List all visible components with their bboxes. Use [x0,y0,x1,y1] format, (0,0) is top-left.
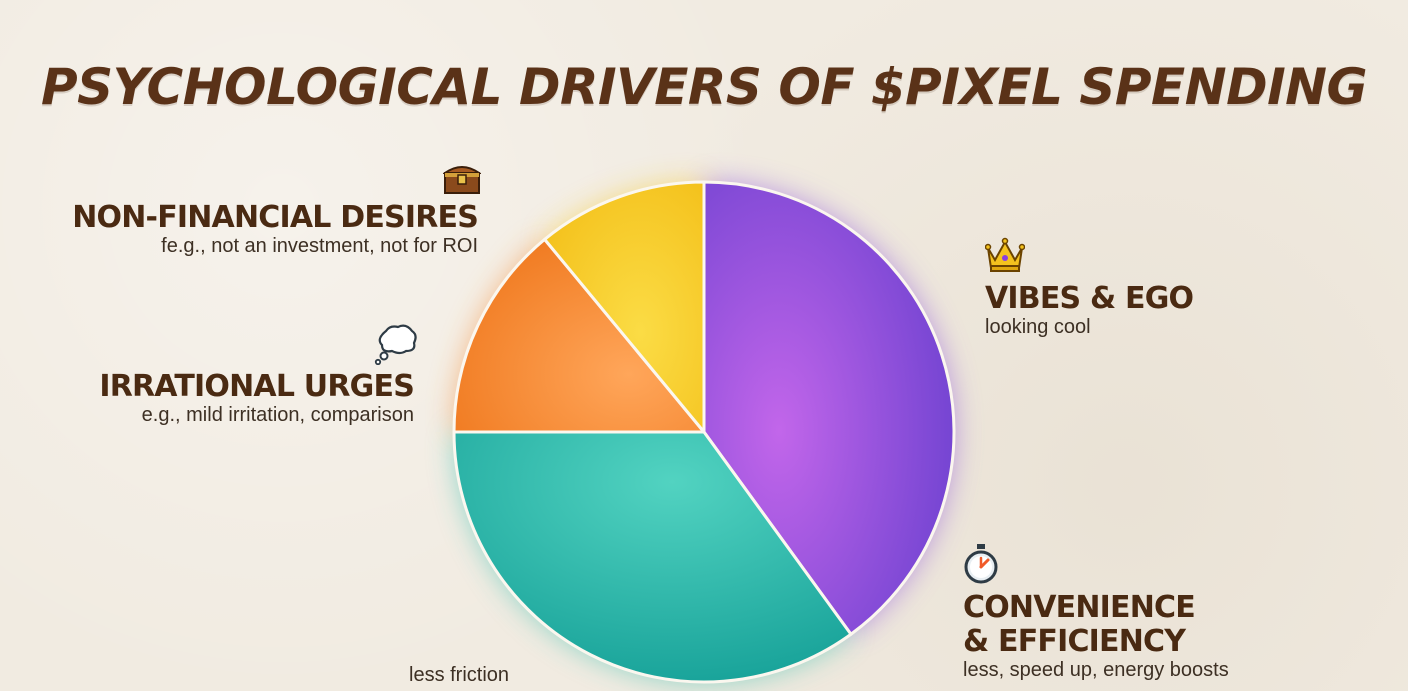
label-non-financial-sub: fe.g., not an investment, not for ROI [161,235,478,257]
label-less-friction: less friction [409,664,509,687]
slice-vibes-ego [702,180,956,636]
stopwatch-icon [962,543,1000,590]
label-non-financial-desires: NON-FINANCIAL DESIRES fe.g., not an inve… [72,200,479,258]
slice-irrational-urges [452,237,706,434]
label-convenience-title-line2: & EFFICIENCY [963,624,1186,659]
label-convenience-title-line1: CONVENIENCE [963,590,1196,625]
slice-non-financial-desires [543,180,706,434]
label-non-financial-title: NON-FINANCIAL DESIRES [72,200,479,235]
slice-layer [452,180,956,684]
label-vibes-sub: looking cool [985,316,1091,338]
thought-bubble-icon [374,323,418,370]
label-convenience-efficiency: CONVENIENCE & EFFICIENCY less, speed up,… [963,591,1229,682]
label-less-friction-text: less friction [409,664,510,686]
chart-title: PSYCHOLOGICAL DRIVERS OF $PIXEL SPENDING [40,58,1368,116]
label-irrational-sub: e.g., mild irritation, comparison [141,404,414,426]
crown-icon [984,236,1026,279]
slice-convenience-efficiency [452,430,853,684]
label-vibes-ego: VIBES & EGO looking cool [985,281,1194,339]
label-irrational-title: IRRATIONAL URGES [99,369,414,404]
label-vibes-title: VIBES & EGO [985,281,1194,316]
label-convenience-sub: less, speed up, energy boosts [963,659,1229,681]
treasure-chest-icon [441,161,483,200]
label-irrational-urges: IRRATIONAL URGES e.g., mild irritation, … [99,370,414,427]
